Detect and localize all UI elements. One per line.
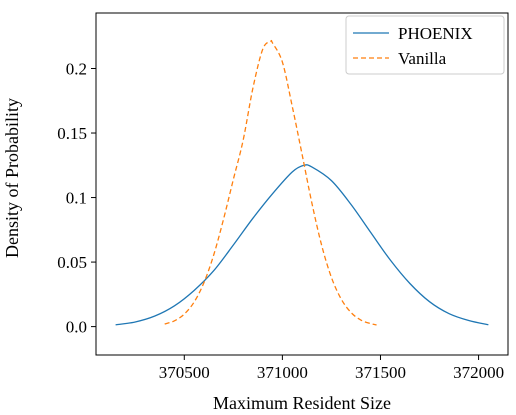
plot-frame: [95, 12, 509, 356]
y-axis-label: Density of Probability: [2, 98, 22, 258]
y-tick-label: 0.2: [66, 59, 87, 78]
series-layer: [115, 39, 489, 326]
x-tick-label: 370500: [159, 363, 210, 382]
legend-box: [345, 15, 505, 75]
x-tick-label: 371500: [355, 363, 406, 382]
series-line-vanilla: [164, 39, 377, 326]
x-tick-label: 372000: [453, 363, 504, 382]
legend: PHOENIX Vanilla: [345, 15, 505, 75]
y-tick-label: 0.05: [57, 253, 87, 272]
y-tick-label: 0.15: [57, 124, 87, 143]
y-tick-label: 0.1: [66, 189, 87, 208]
legend-label-vanilla: Vanilla: [398, 49, 447, 68]
legend-label-phoenix: PHOENIX: [398, 24, 473, 43]
x-axis-label: Maximum Resident Size: [213, 393, 391, 413]
x-tick-label: 371000: [257, 363, 308, 382]
y-tick-label: 0.0: [66, 318, 87, 337]
series-line-phoenix: [115, 164, 489, 326]
y-axis-ticks: 0.0 0.05 0.1 0.15 0.2: [57, 59, 96, 337]
x-axis-ticks: 370500 371000 371500 372000: [159, 355, 504, 382]
